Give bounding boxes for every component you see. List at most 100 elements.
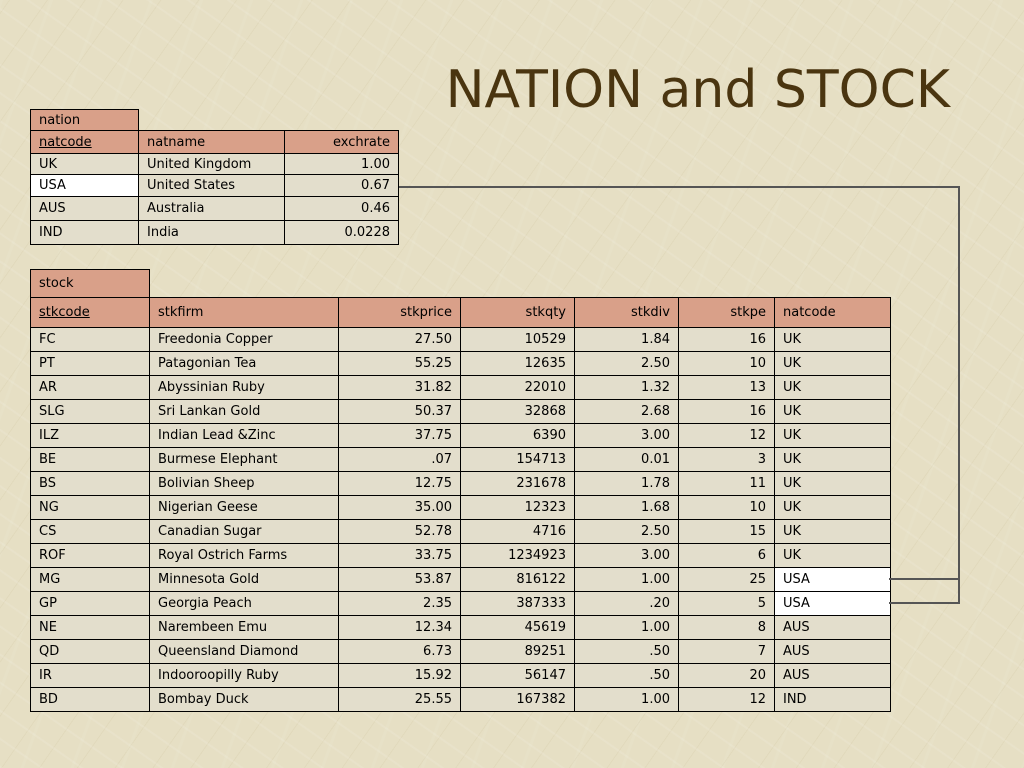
cell-natcode: AUS — [774, 615, 891, 640]
column-header-natcode: natcode — [774, 297, 891, 328]
cell-stkqty: 231678 — [460, 471, 575, 496]
cell-exchrate: 0.46 — [284, 196, 399, 221]
cell-stkdiv: .50 — [574, 663, 679, 688]
cell-natcode: UK — [774, 495, 891, 520]
cell-natcode: USA — [774, 591, 891, 616]
cell-stkdiv: 1.00 — [574, 567, 679, 592]
table-row: IR Indooroopilly Ruby 15.92 56147.50 20 AUS — [30, 663, 891, 688]
cell-stkpe: 10 — [678, 495, 775, 520]
cell-stkcode: CS — [30, 519, 150, 544]
cell-stkpe: 16 — [678, 399, 775, 424]
cell-natcode: UK — [30, 153, 139, 175]
cell-stkfirm: Queensland Diamond — [149, 639, 339, 664]
table-row: CS Canadian Sugar 52.78 4716 2.50 15 UK — [30, 519, 891, 544]
relationship-line — [958, 186, 960, 604]
cell-stkfirm: Abyssinian Ruby — [149, 375, 339, 400]
column-header-stkpe: stkpe — [678, 297, 775, 328]
cell-natname: India — [138, 220, 285, 245]
cell-stkdiv: 1.78 — [574, 471, 679, 496]
cell-stkprice: 35.00 — [338, 495, 461, 520]
cell-stkdiv: .50 — [574, 639, 679, 664]
table-row: ILZ Indian Lead &Zinc 37.75 6390 3.00 12 UK — [30, 423, 891, 448]
cell-stkcode: AR — [30, 375, 150, 400]
cell-stkqty: 6390 — [460, 423, 575, 448]
table-row: AUS Australia 0.46 — [30, 196, 399, 221]
cell-stkprice: 55.25 — [338, 351, 461, 376]
table-row: UK United Kingdom 1.00 — [30, 153, 399, 175]
cell-stkprice: 12.34 — [338, 615, 461, 640]
cell-natcode: IND — [774, 687, 891, 712]
cell-natcode: AUS — [774, 663, 891, 688]
cell-stkqty: 56147 — [460, 663, 575, 688]
cell-stkcode: NG — [30, 495, 150, 520]
cell-natcode: UK — [774, 399, 891, 424]
cell-natcode: AUS — [774, 639, 891, 664]
cell-stkqty: 387333 — [460, 591, 575, 616]
cell-stkprice: 27.50 — [338, 327, 461, 352]
cell-stkpe: 6 — [678, 543, 775, 568]
cell-stkdiv: 1.00 — [574, 615, 679, 640]
cell-stkpe: 12 — [678, 687, 775, 712]
cell-stkqty: 45619 — [460, 615, 575, 640]
cell-stkfirm: Patagonian Tea — [149, 351, 339, 376]
cell-stkqty: 89251 — [460, 639, 575, 664]
cell-stkqty: 10529 — [460, 327, 575, 352]
cell-stkqty: 167382 — [460, 687, 575, 712]
cell-stkdiv: .20 — [574, 591, 679, 616]
cell-stkfirm: Minnesota Gold — [149, 567, 339, 592]
table-row: BS Bolivian Sheep 12.75 231678 1.78 11 UK — [30, 471, 891, 496]
table-row: MG Minnesota Gold 53.87 816122 1.00 25 USA — [30, 567, 891, 592]
cell-stkdiv: 1.68 — [574, 495, 679, 520]
cell-natcode: AUS — [30, 196, 139, 221]
cell-stkqty: 12323 — [460, 495, 575, 520]
cell-stkpe: 8 — [678, 615, 775, 640]
cell-stkcode: ROF — [30, 543, 150, 568]
table-row: AR Abyssinian Ruby 31.82 22010 1.32 13 UK — [30, 375, 891, 400]
cell-stkcode: ILZ — [30, 423, 150, 448]
cell-stkprice: 12.75 — [338, 471, 461, 496]
cell-stkfirm: Narembeen Emu — [149, 615, 339, 640]
table-row: IND India 0.0228 — [30, 220, 399, 245]
cell-stkprice: 2.35 — [338, 591, 461, 616]
column-header-natname: natname — [138, 130, 285, 154]
table-row: BD Bombay Duck 25.55 167382 1.00 12 IND — [30, 687, 891, 712]
cell-stkfirm: Bolivian Sheep — [149, 471, 339, 496]
cell-exchrate: 0.67 — [284, 174, 399, 197]
cell-stkfirm: Indian Lead &Zinc — [149, 423, 339, 448]
cell-exchrate: 1.00 — [284, 153, 399, 175]
cell-stkdiv: 3.00 — [574, 423, 679, 448]
cell-stkprice: 31.82 — [338, 375, 461, 400]
cell-stkfirm: Bombay Duck — [149, 687, 339, 712]
cell-stkqty: 32868 — [460, 399, 575, 424]
cell-natcode: UK — [774, 447, 891, 472]
cell-stkpe: 13 — [678, 375, 775, 400]
slide-title: NATION and STOCK — [445, 60, 950, 120]
cell-stkfirm: Indooroopilly Ruby — [149, 663, 339, 688]
cell-stkprice: 50.37 — [338, 399, 461, 424]
cell-stkpe: 5 — [678, 591, 775, 616]
cell-natcode: UK — [774, 375, 891, 400]
cell-stkdiv: 1.32 — [574, 375, 679, 400]
table-row: SLG Sri Lankan Gold 50.37 32868 2.68 16 UK — [30, 399, 891, 424]
cell-natcode: UK — [774, 327, 891, 352]
table-row: QD Queensland Diamond 6.73 89251.50 7 AUS — [30, 639, 891, 664]
column-header-stkqty: stkqty — [460, 297, 575, 328]
cell-stkqty: 22010 — [460, 375, 575, 400]
cell-stkfirm: Freedonia Copper — [149, 327, 339, 352]
table-row: NG Nigerian Geese 35.00 12323 1.68 10 UK — [30, 495, 891, 520]
cell-stkcode: FC — [30, 327, 150, 352]
cell-stkpe: 15 — [678, 519, 775, 544]
table-row: NE Narembeen Emu 12.34 45619 1.00 8 AUS — [30, 615, 891, 640]
cell-stkprice: 6.73 — [338, 639, 461, 664]
cell-stkcode: PT — [30, 351, 150, 376]
cell-stkcode: QD — [30, 639, 150, 664]
cell-stkpe: 7 — [678, 639, 775, 664]
column-header-stkcode: stkcode — [30, 297, 150, 328]
cell-stkfirm: Georgia Peach — [149, 591, 339, 616]
cell-stkcode: SLG — [30, 399, 150, 424]
cell-natname: United States — [138, 174, 285, 197]
cell-stkqty: 4716 — [460, 519, 575, 544]
cell-stkcode: IR — [30, 663, 150, 688]
column-header-stkfirm: stkfirm — [149, 297, 339, 328]
cell-stkdiv: 0.01 — [574, 447, 679, 472]
